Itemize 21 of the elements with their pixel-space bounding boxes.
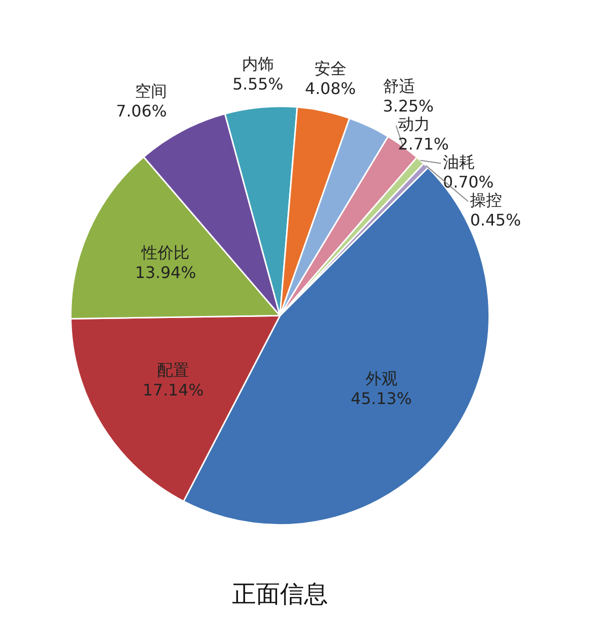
text: 正面信息 (232, 580, 328, 608)
slice-label: 安全 (314, 58, 346, 78)
data-label: 0.70% (442, 172, 494, 192)
slice-label: 空间 (134, 82, 167, 101)
data-label: 7.06% (116, 102, 167, 121)
data-label: 5.55% (232, 74, 284, 94)
data-label: 45.13% (350, 388, 412, 408)
slice-label: 舒适 (382, 76, 415, 96)
data-label: 4.08% (305, 78, 356, 98)
slice-label: 外观 (365, 368, 398, 388)
slice-label: 操控 (470, 190, 502, 210)
data-label: 2.71% (398, 134, 449, 154)
slice-label: 动力 (398, 114, 430, 134)
slice-label: 配置 (157, 360, 190, 380)
slice-label: 内饰 (242, 54, 274, 74)
data-label: 3.25% (382, 96, 434, 116)
data-label: 17.14% (142, 380, 204, 400)
slice-label: 油耗 (442, 152, 475, 172)
slice-label: 性价比 (140, 243, 190, 262)
data-label: 13.94% (135, 263, 196, 282)
data-label: 0.45% (470, 210, 521, 230)
